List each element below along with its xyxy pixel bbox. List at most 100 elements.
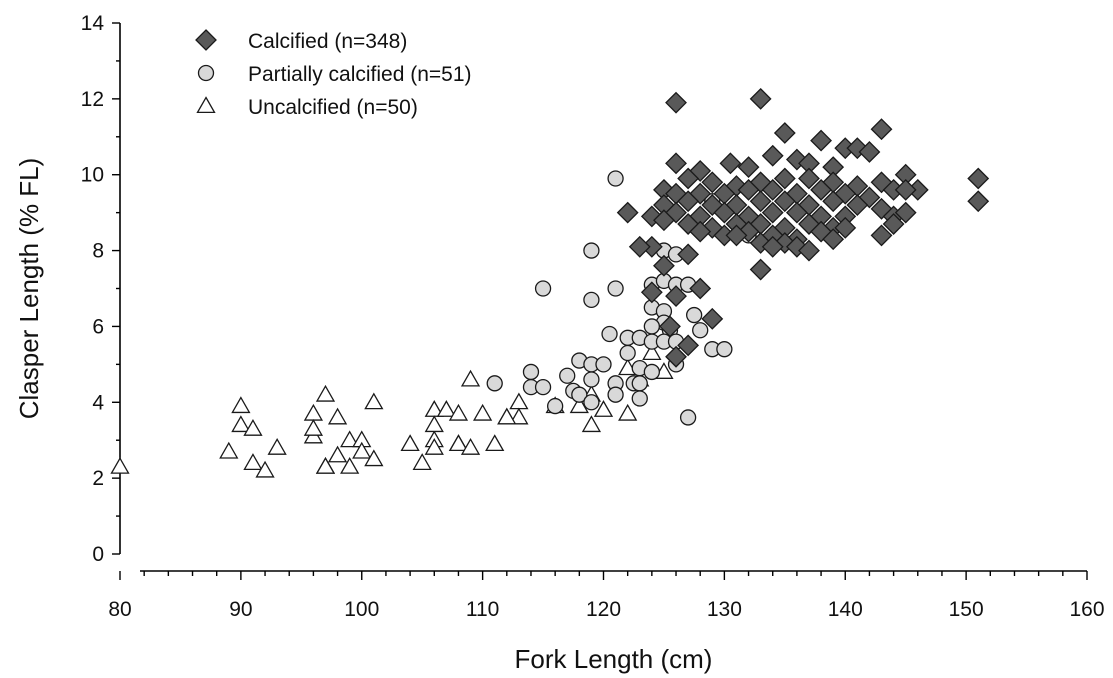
data-point-diamond xyxy=(894,178,917,201)
data-point-diamond xyxy=(858,141,881,163)
legend-marker-circle xyxy=(197,64,215,82)
data-point-triangle xyxy=(497,407,517,425)
y-tick-label: 6 xyxy=(92,315,104,338)
data-point-circle xyxy=(583,242,600,259)
y-tick-label: 12 xyxy=(81,88,104,111)
data-point-diamond xyxy=(785,201,808,224)
data-point-diamond xyxy=(846,194,869,216)
data-point-circle xyxy=(534,378,552,396)
data-point-diamond xyxy=(810,178,832,201)
data-point-diamond xyxy=(737,156,760,179)
data-point-diamond xyxy=(628,235,651,258)
data-point-diamond xyxy=(967,167,990,190)
legend-label: Uncalcified (n=50) xyxy=(248,96,418,119)
data-point-triangle xyxy=(509,392,529,410)
data-point-circle xyxy=(607,280,624,297)
data-point-diamond xyxy=(761,235,784,258)
data-point-triangle xyxy=(364,392,384,410)
data-point-diamond xyxy=(761,201,784,224)
y-axis-title: Clasper Length (% FL) xyxy=(14,158,44,420)
data-point-triangle xyxy=(509,407,529,425)
axis-ticks: 0 2 4 6 8 10 12 14 80 90 100 110 120 130 140 150 160 xyxy=(81,12,1105,621)
data-point-circle xyxy=(692,322,709,339)
data-point-triangle xyxy=(581,415,602,433)
data-point-circle xyxy=(583,394,600,411)
data-point-diamond xyxy=(616,201,639,224)
x-tick-label: 160 xyxy=(1069,598,1104,621)
data-point-diamond xyxy=(665,285,687,308)
data-point-circle xyxy=(631,390,648,407)
legend-label: Partially calcified (n=51) xyxy=(248,63,472,86)
data-point-diamond xyxy=(761,178,784,201)
data-point-circle xyxy=(679,409,697,426)
data-point-circle xyxy=(607,170,624,187)
data-point-diamond xyxy=(749,190,772,213)
data-point-diamond xyxy=(677,167,700,190)
series-diamond xyxy=(616,87,990,368)
x-tick-label: 140 xyxy=(828,598,863,621)
data-point-circle xyxy=(595,356,612,373)
data-point-triangle xyxy=(231,396,251,414)
data-point-triangle xyxy=(303,403,324,421)
data-point-diamond xyxy=(749,87,772,110)
data-point-triangle xyxy=(340,456,360,474)
data-point-triangle xyxy=(243,419,263,436)
data-point-triangle xyxy=(448,403,469,421)
data-point-circle xyxy=(534,280,552,297)
data-points xyxy=(110,87,990,478)
data-point-circle xyxy=(583,291,600,309)
data-point-diamond xyxy=(677,334,700,357)
y-tick-label: 2 xyxy=(92,467,104,490)
data-point-triangle xyxy=(460,369,481,387)
data-point-diamond xyxy=(967,190,990,213)
x-tick-label: 110 xyxy=(466,598,499,621)
legend-marker-triangle xyxy=(196,96,216,114)
data-point-circle xyxy=(607,386,624,403)
x-tick-label: 120 xyxy=(586,598,621,621)
data-point-triangle xyxy=(327,407,348,425)
legend-marker-diamond xyxy=(195,29,217,51)
data-point-circle xyxy=(583,371,600,388)
data-point-diamond xyxy=(725,224,748,247)
data-point-triangle xyxy=(364,449,384,467)
data-point-circle xyxy=(643,363,660,381)
data-point-triangle xyxy=(424,415,444,433)
data-point-triangle xyxy=(424,437,444,455)
data-point-triangle xyxy=(340,430,360,448)
data-point-diamond xyxy=(701,307,724,330)
data-point-diamond xyxy=(749,258,772,281)
data-point-triangle xyxy=(303,419,324,436)
data-point-circle xyxy=(643,318,660,335)
data-point-triangle xyxy=(231,415,251,433)
x-tick-label: 100 xyxy=(344,598,379,621)
data-point-circle xyxy=(601,325,618,343)
data-point-diamond xyxy=(761,144,784,167)
data-point-diamond xyxy=(773,190,796,213)
x-tick-label: 90 xyxy=(229,598,252,621)
data-point-triangle xyxy=(460,437,481,455)
data-point-diamond xyxy=(653,254,675,277)
data-point-circle xyxy=(486,375,503,392)
data-point-triangle xyxy=(110,456,130,474)
data-point-diamond xyxy=(870,118,893,141)
data-point-triangle xyxy=(243,453,263,470)
data-point-circle xyxy=(686,306,703,324)
data-point-diamond xyxy=(665,152,687,175)
data-point-diamond xyxy=(822,228,845,251)
data-point-diamond xyxy=(894,201,917,224)
data-point-triangle xyxy=(642,343,662,361)
data-point-diamond xyxy=(653,209,675,232)
y-tick-label: 0 xyxy=(92,543,104,566)
data-point-diamond xyxy=(822,190,845,213)
data-point-diamond xyxy=(810,129,832,152)
data-point-diamond xyxy=(677,190,700,213)
y-tick-label: 14 xyxy=(81,12,105,35)
data-point-circle xyxy=(571,386,588,403)
data-point-diamond xyxy=(719,152,742,175)
x-tick-label: 80 xyxy=(108,598,131,621)
data-point-circle xyxy=(522,363,540,381)
data-point-circle xyxy=(559,367,576,384)
data-point-circle xyxy=(619,344,636,362)
data-point-diamond xyxy=(713,201,736,224)
